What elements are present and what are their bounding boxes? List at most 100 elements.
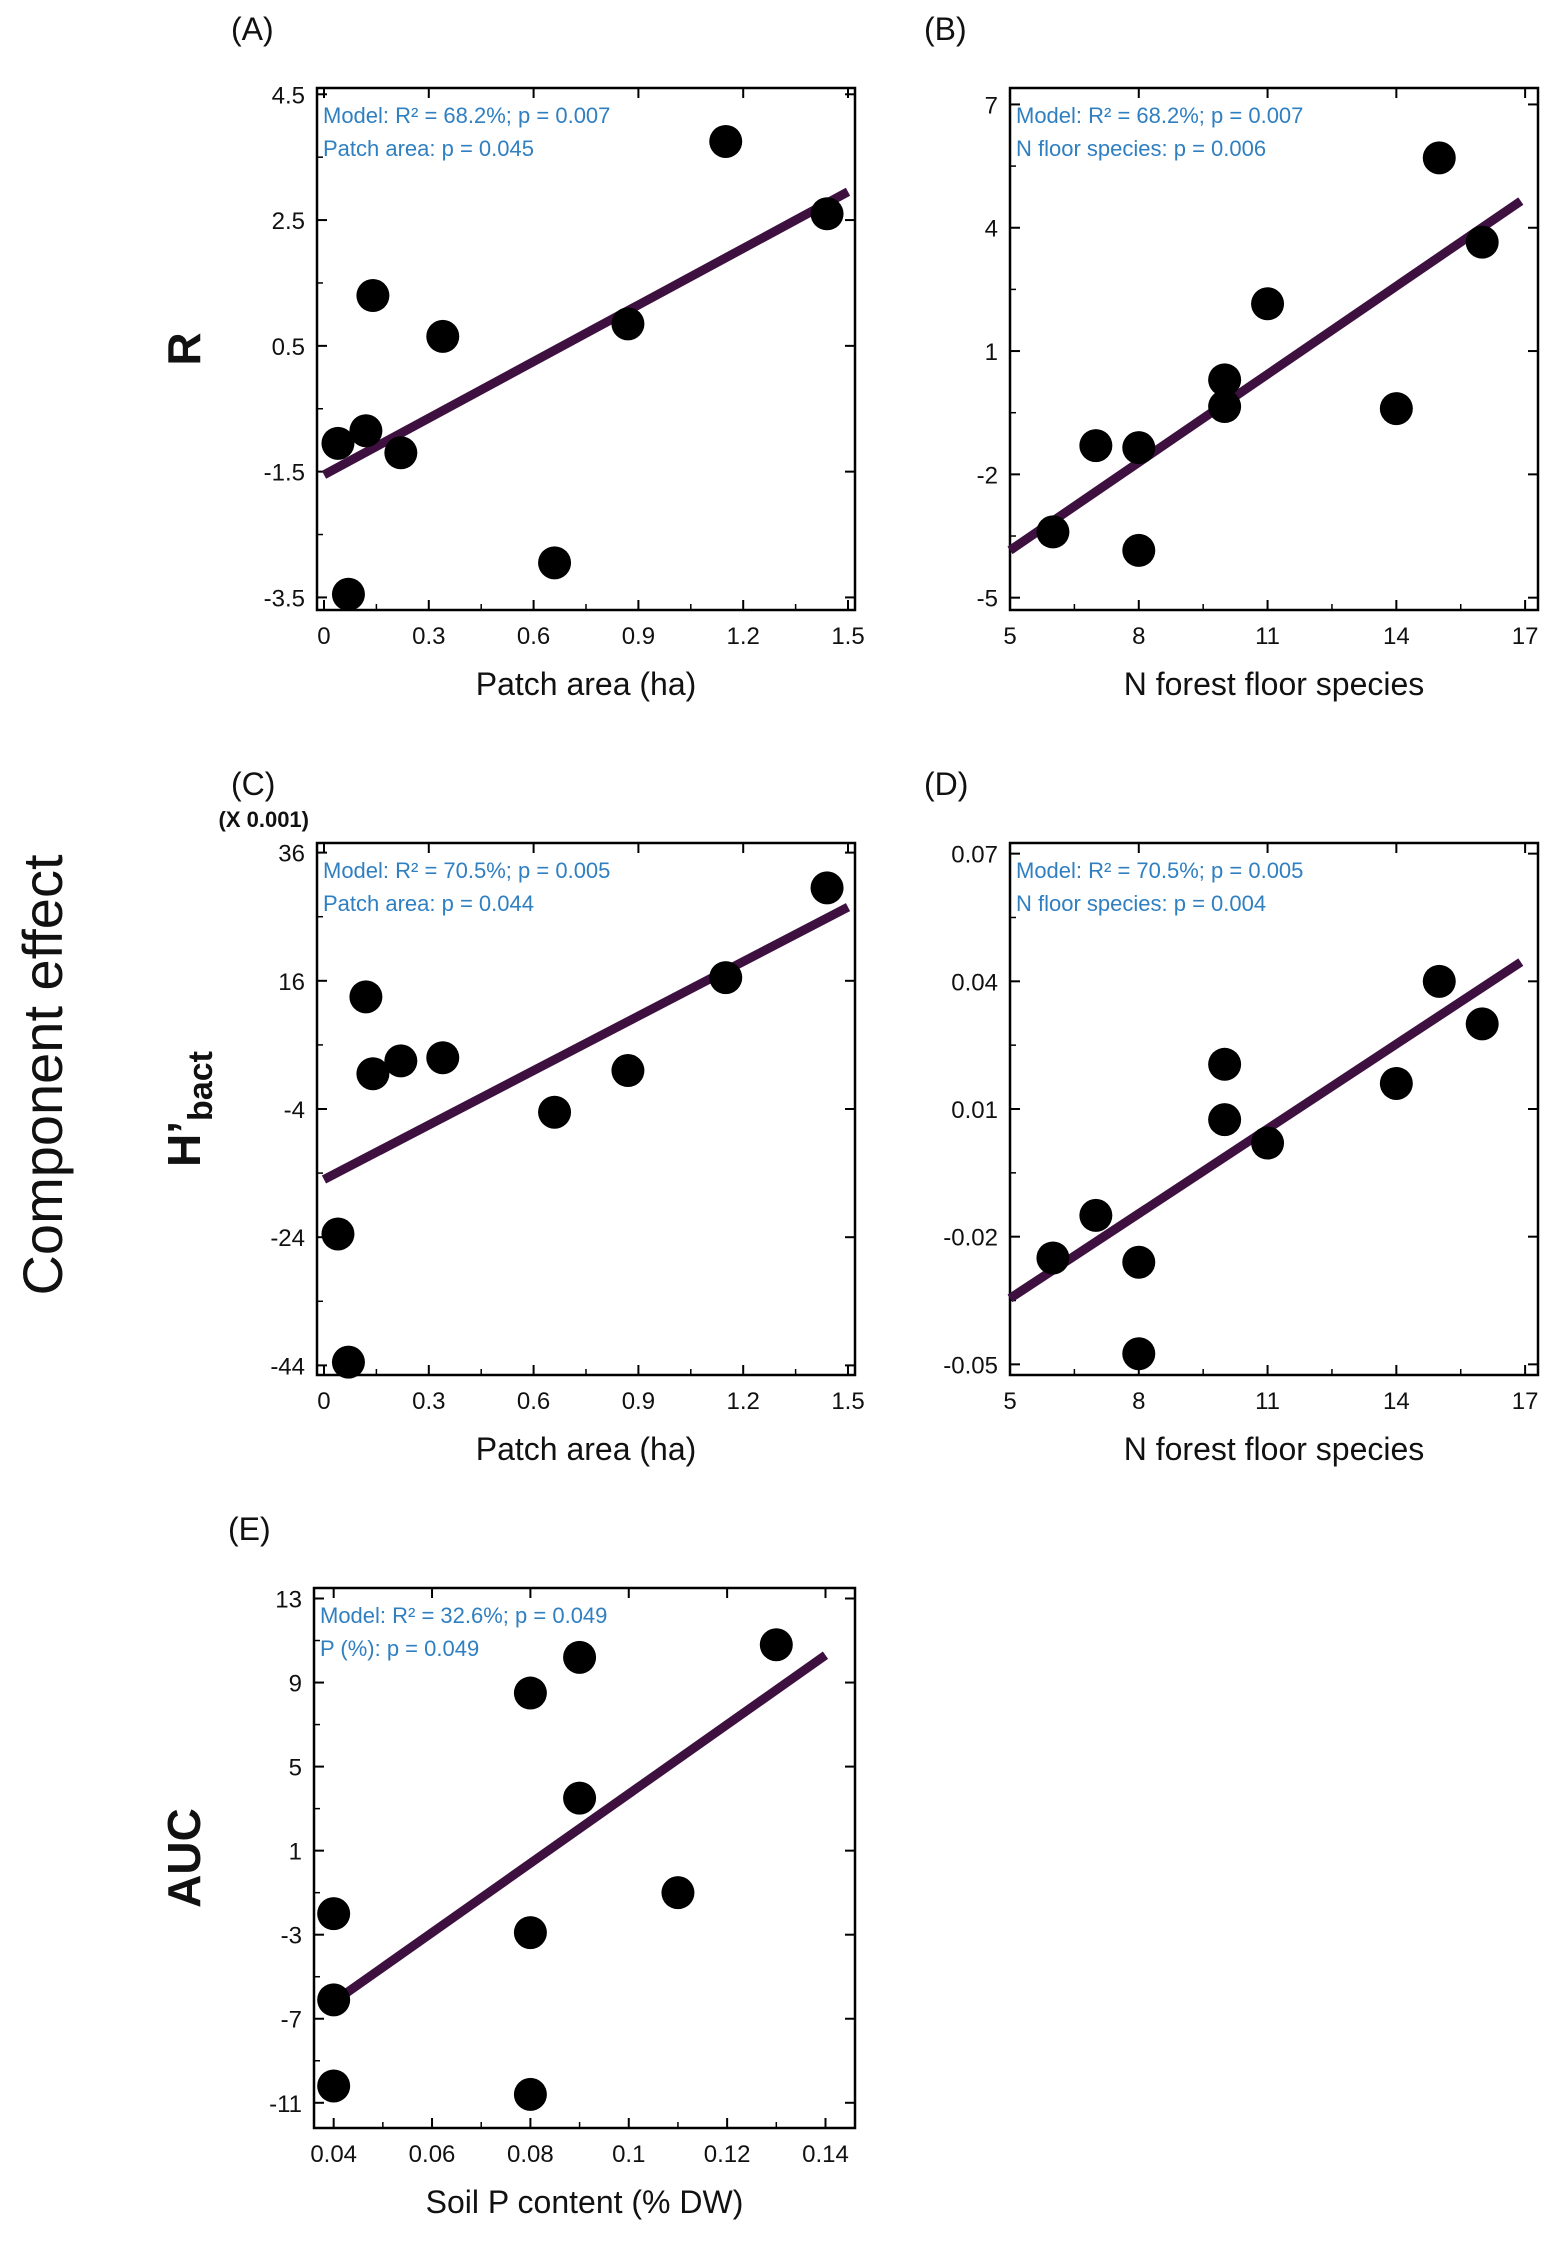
data-point — [1251, 287, 1285, 321]
x-tick-label: 5 — [1003, 623, 1016, 650]
x-axis-label: Patch area (ha) — [476, 1431, 697, 1467]
data-point — [317, 1897, 351, 1931]
x-axis-label: Patch area (ha) — [476, 666, 697, 702]
data-point — [1208, 1047, 1242, 1081]
x-tick-label: 1.2 — [727, 623, 760, 650]
data-point — [513, 1916, 547, 1950]
stats-annotation: P (%): p = 0.049 — [320, 1636, 479, 1661]
panel-label: (A) — [231, 11, 274, 47]
data-point — [321, 426, 355, 460]
y-tick-label: -1.5 — [264, 460, 305, 487]
data-point — [349, 414, 383, 448]
y-multiplier-label: (X 0.001) — [219, 807, 310, 832]
x-tick-label: 0.6 — [517, 623, 550, 650]
data-point — [810, 871, 844, 905]
y-tick-label: 36 — [278, 841, 305, 868]
data-point — [1422, 141, 1456, 175]
data-point — [1251, 1126, 1285, 1160]
plot-frame — [1008, 841, 1540, 1377]
x-tick-label: 0 — [317, 623, 330, 650]
x-tick-label: 11 — [1255, 623, 1280, 650]
y-tick-label: -3.5 — [264, 585, 305, 612]
x-tick-label: 0 — [317, 1388, 330, 1415]
plot-frame — [312, 1586, 857, 2130]
y-tick-label: 13 — [275, 1587, 302, 1614]
y-axis-label: R — [158, 332, 210, 365]
x-tick-label: 11 — [1255, 1388, 1280, 1415]
x-axis-label: N forest floor species — [1124, 666, 1425, 702]
x-tick-label: 0.3 — [412, 623, 445, 650]
y-tick-label: -11 — [269, 2091, 302, 2118]
data-point — [1379, 1066, 1413, 1100]
regression-line — [321, 187, 851, 479]
stats-annotation: Model: R² = 68.2%; p = 0.007 — [323, 103, 610, 128]
data-point — [611, 1054, 645, 1088]
y-tick-label: -24 — [270, 1225, 305, 1252]
y-axis-label-subscript: bact — [182, 1051, 220, 1121]
data-point — [317, 2069, 351, 2103]
data-point — [331, 577, 365, 611]
data-point — [384, 436, 418, 470]
data-point — [538, 546, 572, 580]
data-point — [321, 1217, 355, 1251]
x-tick-label: 8 — [1132, 623, 1145, 650]
data-point — [317, 1983, 351, 2017]
data-point — [356, 1057, 390, 1091]
data-point — [1036, 515, 1070, 549]
y-tick-label: 7 — [985, 92, 998, 119]
x-tick-label: 0.6 — [517, 1388, 550, 1415]
x-tick-label: 0.08 — [507, 2141, 554, 2168]
x-tick-label: 0.04 — [310, 2141, 357, 2168]
plot-frame — [315, 86, 857, 612]
data-point — [1122, 533, 1156, 567]
y-axis-group-label: Component effect — [11, 854, 74, 1295]
y-tick-label: -44 — [270, 1353, 305, 1380]
data-point — [1465, 225, 1499, 259]
y-tick-label: 0.07 — [951, 842, 998, 869]
data-point — [661, 1876, 695, 1910]
x-tick-label: 14 — [1383, 623, 1410, 650]
panel-label: (C) — [231, 766, 275, 802]
data-point — [1422, 964, 1456, 998]
data-point — [759, 1628, 793, 1662]
data-point — [331, 1345, 365, 1379]
data-point — [513, 1676, 547, 1710]
data-point — [426, 1041, 460, 1075]
data-point — [1208, 363, 1242, 397]
data-point — [384, 1044, 418, 1078]
x-tick-label: 1.5 — [831, 1388, 864, 1415]
x-tick-label: 0.3 — [412, 1388, 445, 1415]
panel-d: 5 8 11 14 17 -0.05 -0.02 0.01 0.04 0.07 (D) N fores… — [924, 766, 1540, 1467]
x-tick-label: 0.9 — [622, 623, 655, 650]
data-point — [1379, 392, 1413, 426]
y-tick-label: 2.5 — [272, 208, 305, 235]
y-tick-label: 16 — [278, 969, 305, 996]
data-point — [1208, 1103, 1242, 1137]
y-tick-label: -0.02 — [943, 1225, 998, 1252]
data-point — [356, 279, 390, 313]
y-tick-label: 4.5 — [272, 82, 305, 109]
panel-a: 0 0.3 0.6 0.9 1.2 1.5 -3.5 -1.5 0.5 2.5 4.5 (A) Patc… — [158, 11, 865, 702]
x-axis-label: Soil P content (% DW) — [426, 2184, 744, 2220]
y-tick-label: -4 — [284, 1097, 305, 1124]
data-point — [349, 980, 383, 1014]
y-axis-label: H’bact — [158, 1051, 220, 1167]
x-tick-label: 0.14 — [802, 2141, 849, 2168]
panel-label: (D) — [924, 766, 968, 802]
regression-line — [1007, 197, 1524, 555]
x-tick-label: 0.1 — [612, 2141, 645, 2168]
panel-e: 0.04 0.06 0.08 0.1 0.12 0.14 -11 -7 -3 1 5 9 13 (E) So… — [158, 1511, 857, 2220]
data-point — [1122, 1245, 1156, 1279]
stats-annotation: Model: R² = 32.6%; p = 0.049 — [320, 1603, 607, 1628]
data-point — [1122, 431, 1156, 465]
x-tick-label: 5 — [1003, 1388, 1016, 1415]
y-tick-label: 0.5 — [272, 334, 305, 361]
data-point — [810, 197, 844, 231]
data-point — [1208, 390, 1242, 424]
x-tick-label: 8 — [1132, 1388, 1145, 1415]
y-tick-label: 1 — [289, 1839, 302, 1866]
x-tick-label: 0.06 — [409, 2141, 456, 2168]
y-tick-label: 4 — [985, 216, 998, 243]
regression-line — [331, 1651, 829, 2006]
